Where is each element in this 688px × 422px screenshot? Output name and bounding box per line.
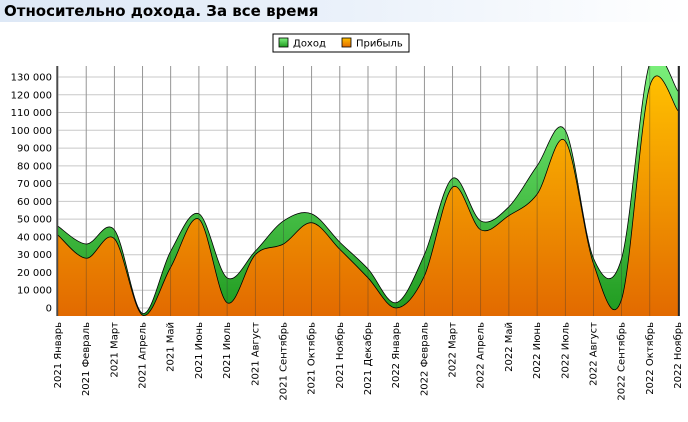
legend-swatch-profit bbox=[341, 37, 352, 48]
x-tick-label: 2021 Апрель bbox=[138, 322, 149, 389]
y-tick-label: 30 000 bbox=[17, 250, 52, 261]
legend-box bbox=[272, 33, 410, 53]
legend-label-profit: Прибыль bbox=[356, 39, 403, 50]
y-tick-label: 80 000 bbox=[17, 161, 52, 172]
x-tick-label: 2021 Ноябрь bbox=[335, 322, 346, 389]
x-tick-label: 2022 Январь bbox=[391, 322, 402, 388]
y-tick-label: 10 000 bbox=[17, 286, 52, 297]
legend-swatch-income bbox=[278, 37, 289, 48]
x-tick-label: 2021 Февраль bbox=[81, 322, 92, 396]
x-tick-label: 2021 Май bbox=[166, 322, 177, 372]
y-tick-label: 90 000 bbox=[17, 144, 52, 155]
y-tick-label: 0 bbox=[46, 304, 52, 315]
y-tick-label: 20 000 bbox=[17, 268, 52, 279]
x-tick-label: 2021 Март bbox=[109, 322, 120, 378]
x-tick-label: 2022 Август bbox=[588, 322, 599, 386]
x-tick-label: 2022 Апрель bbox=[476, 322, 487, 389]
y-tick-label: 130 000 bbox=[11, 73, 52, 84]
x-tick-label: 2021 Июнь bbox=[194, 322, 205, 379]
page-title: Относительно дохода. За все время bbox=[4, 2, 319, 20]
x-tick-label: 2021 Июль bbox=[222, 322, 233, 379]
x-tick-label: 2022 Июнь bbox=[532, 322, 543, 379]
x-tick-label: 2022 Сентябрь bbox=[617, 322, 628, 401]
legend: Доход Прибыль bbox=[272, 33, 410, 53]
series-profit-area bbox=[58, 75, 678, 316]
x-tick-label: 2022 Ноябрь bbox=[673, 322, 684, 389]
title-bar: Относительно дохода. За все время bbox=[0, 0, 688, 22]
y-tick-label: 60 000 bbox=[17, 197, 52, 208]
legend-label-income: Доход bbox=[293, 39, 326, 50]
x-tick-label: 2022 Февраль bbox=[419, 322, 430, 396]
x-tick-label: 2022 Октябрь bbox=[645, 322, 656, 395]
y-tick-label: 120 000 bbox=[11, 90, 52, 101]
y-tick-label: 40 000 bbox=[17, 232, 52, 243]
y-tick-label: 50 000 bbox=[17, 215, 52, 226]
x-tick-label: 2021 Декабрь bbox=[363, 322, 374, 395]
y-tick-label: 100 000 bbox=[11, 126, 52, 137]
x-tick-label: 2021 Август bbox=[250, 322, 261, 386]
y-tick-label: 110 000 bbox=[11, 108, 52, 119]
x-tick-label: 2021 Январь bbox=[53, 322, 64, 388]
x-tick-label: 2022 Март bbox=[448, 322, 459, 378]
y-tick-label: 70 000 bbox=[17, 179, 52, 190]
x-tick-label: 2021 Октябрь bbox=[307, 322, 318, 395]
x-tick-label: 2021 Сентябрь bbox=[278, 322, 289, 401]
x-tick-label: 2022 Май bbox=[504, 322, 515, 372]
x-tick-label: 2022 Июль bbox=[560, 322, 571, 379]
